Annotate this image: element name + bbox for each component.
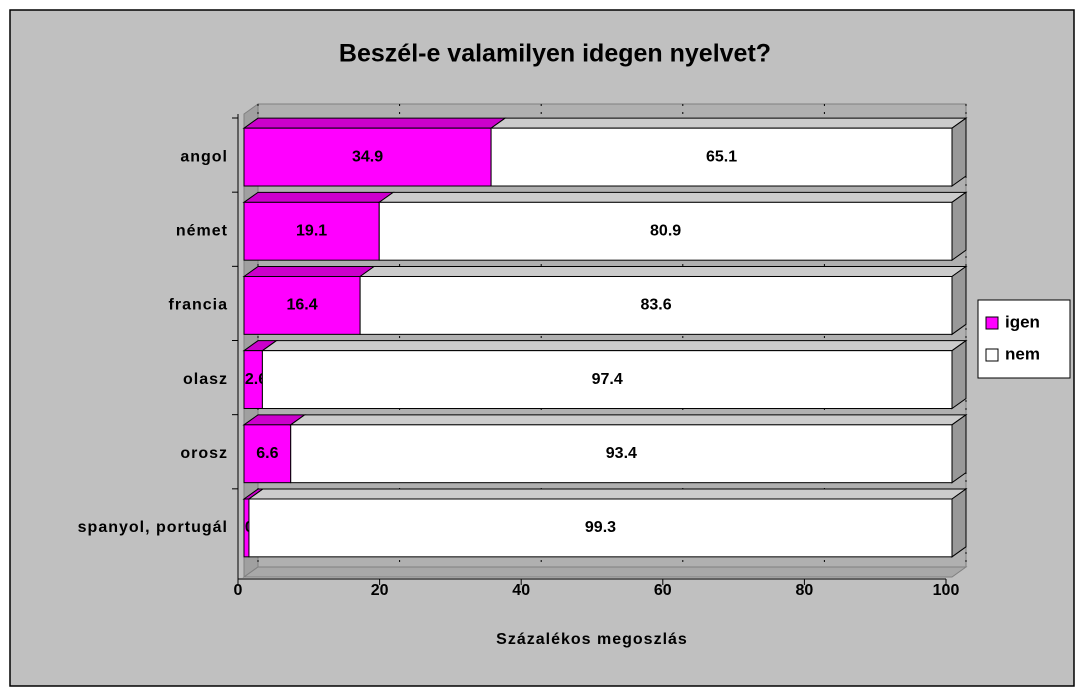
data-label: 83.6 — [640, 297, 671, 314]
bar-top — [247, 488, 968, 500]
data-label: 2.6 — [245, 371, 267, 388]
bar — [378, 201, 953, 261]
y-tick-label: angol — [180, 148, 228, 165]
bar — [243, 424, 292, 484]
bar — [359, 275, 953, 335]
bar — [248, 498, 953, 558]
legend-label: igen — [1005, 312, 1040, 331]
legend-label: nem — [1005, 344, 1040, 363]
data-label: 93.4 — [606, 445, 637, 462]
floor — [242, 566, 968, 578]
bar — [290, 424, 953, 484]
chart-title: Beszél-e valamilyen idegen nyelvet? — [339, 40, 771, 68]
bar — [490, 127, 953, 187]
x-tick-label: 40 — [512, 582, 530, 599]
x-axis-title: Százalékos megoszlás — [496, 631, 688, 648]
legend-swatch — [985, 316, 999, 330]
bar-end — [951, 488, 967, 558]
bar — [243, 275, 361, 335]
bar-end — [951, 191, 967, 262]
x-tick-label: 20 — [371, 582, 389, 599]
data-label: 97.4 — [592, 371, 623, 388]
bar — [243, 201, 380, 261]
bar-top — [377, 191, 968, 203]
bar-top — [260, 340, 968, 352]
bar-top — [242, 265, 376, 277]
legend — [977, 299, 1071, 379]
y-tick-label: francia — [169, 297, 228, 314]
bar-top — [289, 414, 968, 426]
data-label: 99.3 — [585, 519, 616, 536]
x-tick-label: 0 — [234, 582, 243, 599]
x-tick-label: 100 — [933, 582, 960, 599]
bar-top — [358, 265, 968, 277]
x-tick-label: 60 — [654, 582, 672, 599]
bar-top — [242, 191, 395, 203]
bar-end — [951, 413, 967, 484]
bar — [243, 127, 492, 187]
data-label: 16.4 — [286, 297, 317, 314]
y-tick-label: német — [176, 222, 228, 239]
y-tick-label: spanyol, portugál — [78, 519, 228, 536]
bar-top — [242, 117, 507, 129]
data-label: 19.1 — [296, 222, 327, 239]
bar-end — [951, 117, 967, 187]
y-tick-label: orosz — [180, 445, 228, 462]
y-tick-label: olasz — [183, 371, 228, 388]
bar-end — [951, 265, 967, 336]
legend-swatch — [985, 348, 999, 362]
x-tick-label: 80 — [796, 582, 814, 599]
bar — [261, 350, 953, 410]
data-label: 6.6 — [256, 445, 278, 462]
bar-top — [489, 117, 968, 129]
bar-end — [951, 339, 967, 410]
data-label: 34.9 — [352, 148, 383, 165]
data-label: 65.1 — [706, 148, 737, 165]
data-label: 80.9 — [650, 222, 681, 239]
